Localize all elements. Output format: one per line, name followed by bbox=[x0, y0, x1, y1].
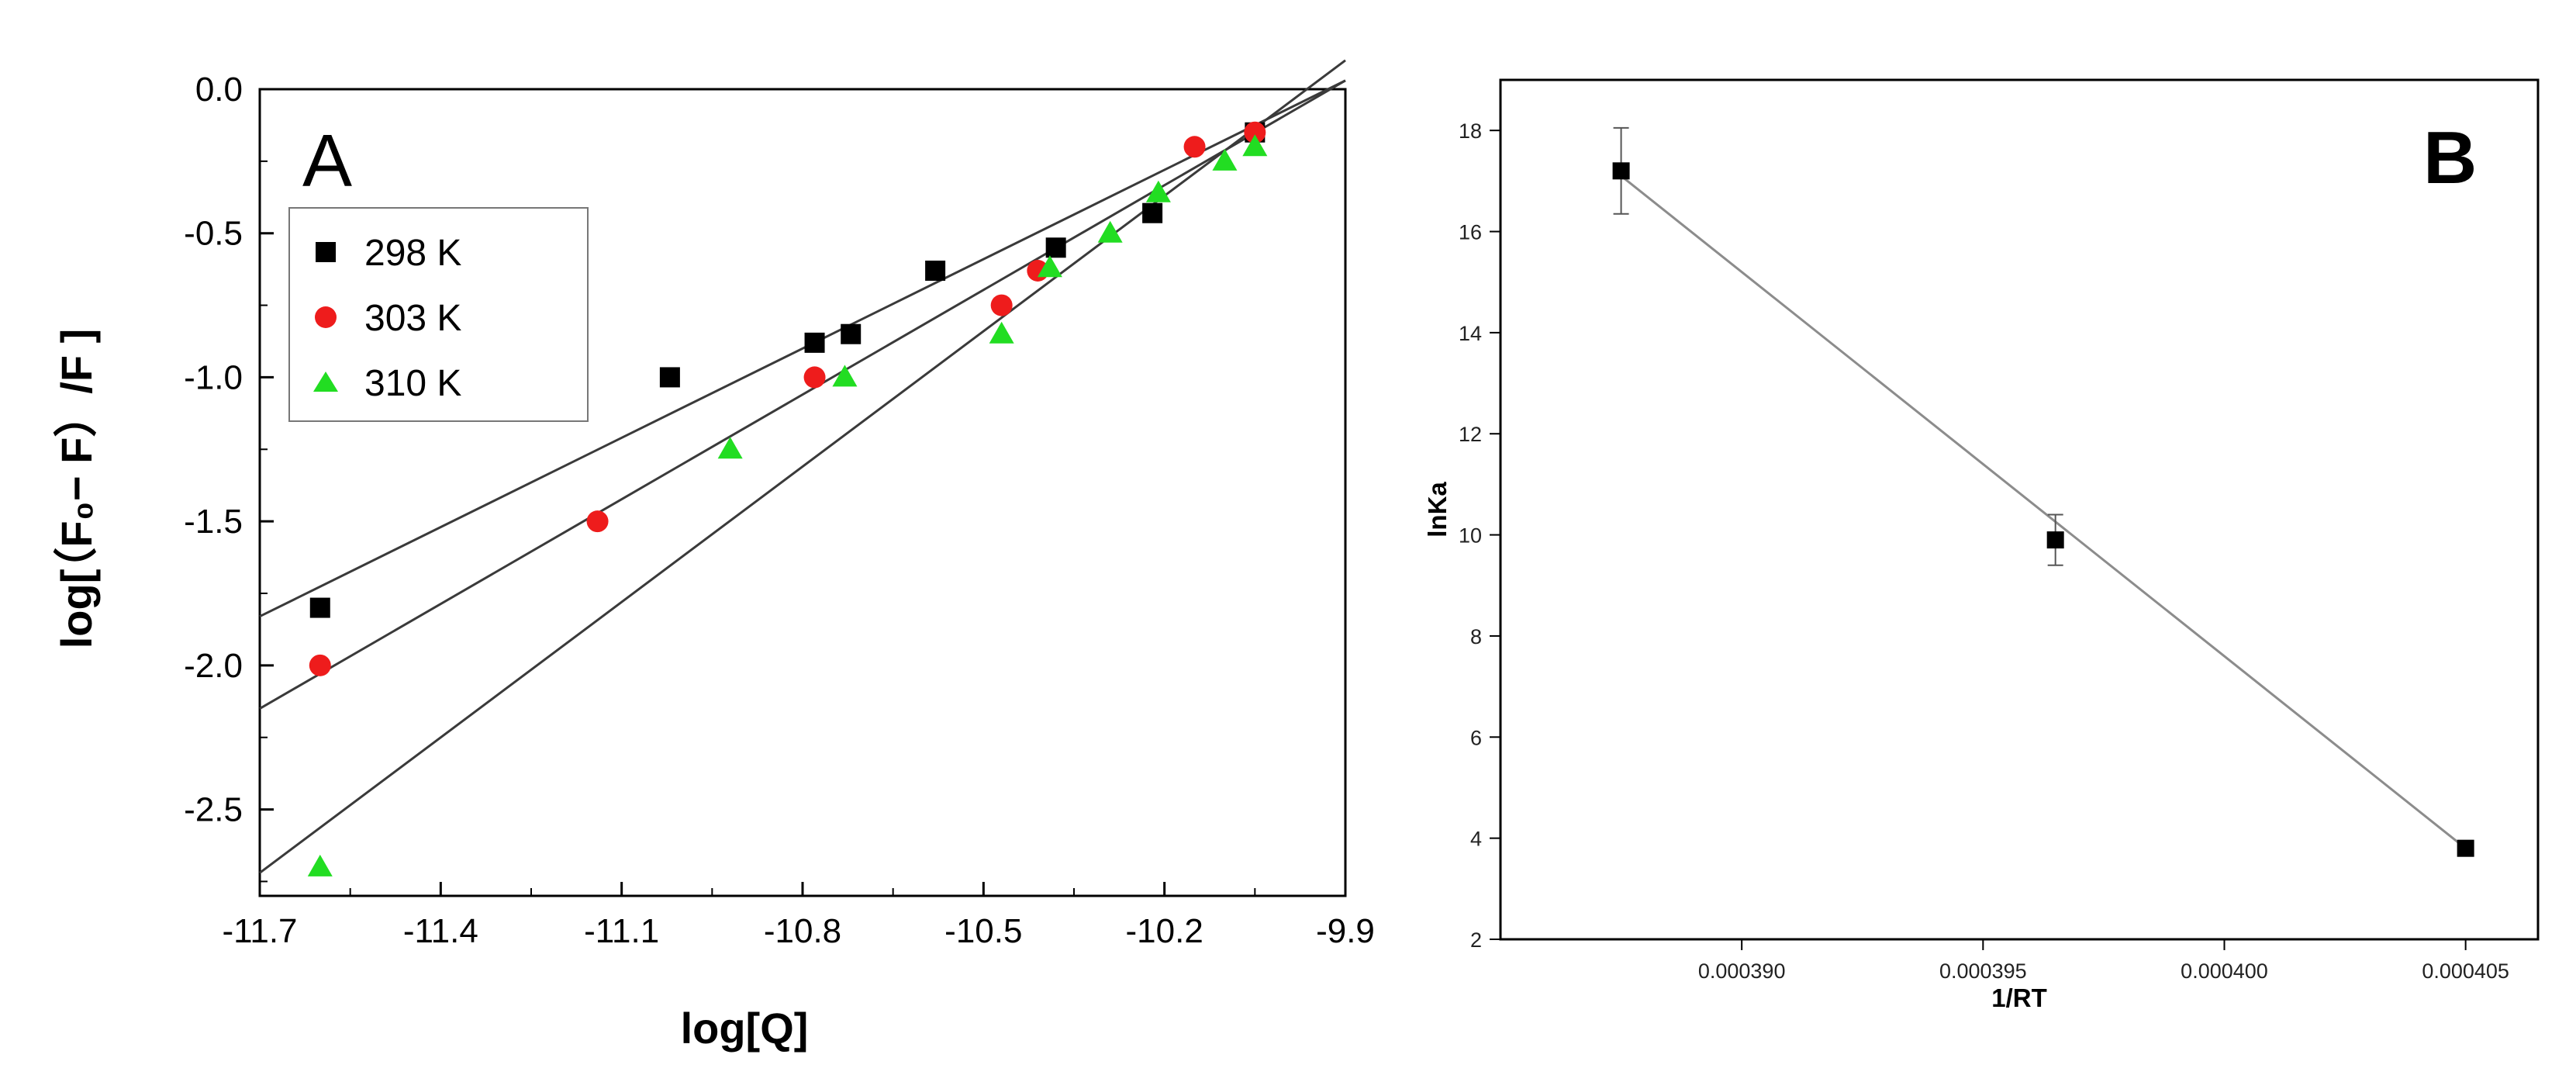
chart-b-y-tick-label: 10 bbox=[1459, 524, 1482, 548]
point-303k bbox=[990, 294, 1013, 316]
chart-a-y-tick-label: -2.0 bbox=[184, 647, 243, 685]
chart-b-y-axis-label: lnKa bbox=[1423, 482, 1452, 538]
chart-a-ticks: -11.7 -11.4 -11.1 -10.8 -10.5 -10.2 -9.9 0.0 -0.… bbox=[184, 71, 1375, 950]
chart-b-y-tick-label: 18 bbox=[1459, 119, 1482, 143]
chart-a-y-tick-label: -1.0 bbox=[184, 358, 243, 396]
chart-a-fit-lines bbox=[259, 59, 1346, 874]
chart-b-x-tick-label: 0.000390 bbox=[1698, 959, 1786, 983]
legend-310k-marker bbox=[313, 372, 338, 392]
chart-b-y-tick-label: 6 bbox=[1470, 726, 1482, 749]
chart-b-point bbox=[2046, 531, 2064, 549]
chart-a-y-tick-label: -2.5 bbox=[184, 791, 243, 829]
point-310k bbox=[717, 437, 743, 459]
chart-a-y-tick-label: -0.5 bbox=[184, 215, 243, 253]
chart-b-y-tick-label: 16 bbox=[1459, 221, 1482, 244]
point-298k bbox=[1045, 237, 1066, 258]
legend-303k-marker bbox=[315, 306, 337, 328]
point-298k bbox=[1142, 202, 1163, 223]
point-310k bbox=[832, 365, 858, 387]
chart-b-data-points bbox=[1612, 126, 2474, 857]
chart-b-plot-frame bbox=[1499, 78, 2540, 941]
point-298k bbox=[309, 597, 330, 618]
chart-a-x-tick-label: -11.7 bbox=[222, 912, 297, 950]
chart-b-x-axis-label: 1/RT bbox=[1991, 984, 2047, 1012]
chart-a-x-tick-label: -9.9 bbox=[1316, 912, 1375, 950]
chart-b-point bbox=[2457, 839, 2474, 857]
chart-a-x-tick-label: -11.4 bbox=[403, 912, 478, 950]
fit-line-310k bbox=[259, 59, 1346, 874]
point-310k bbox=[1242, 134, 1268, 157]
chart-b-x-tick-label: 0.000400 bbox=[2181, 959, 2268, 983]
point-298k bbox=[925, 261, 946, 281]
point-303k bbox=[309, 654, 331, 676]
chart-a-x-tick-label: -11.1 bbox=[584, 912, 659, 950]
chart-b-y-tick-label: 4 bbox=[1470, 828, 1482, 851]
point-298k bbox=[841, 323, 862, 344]
fit-line-303k bbox=[259, 79, 1346, 710]
chart-b-x-tick-label: 0.000395 bbox=[1939, 959, 2027, 983]
fit-line-298k bbox=[259, 79, 1346, 618]
chart-a-x-axis-label: log[Q] bbox=[681, 1004, 809, 1053]
point-303k bbox=[586, 510, 609, 533]
chart-a-legend-box bbox=[288, 207, 589, 422]
chart-b-y-tick-label: 8 bbox=[1470, 625, 1482, 648]
chart-a-data-points bbox=[307, 121, 1268, 876]
chart-a-y-axis-label: log[（F₀− F）/F ] bbox=[52, 329, 101, 649]
point-310k bbox=[1145, 180, 1171, 202]
point-303k bbox=[1244, 121, 1266, 143]
chart-b-fit-line-segment bbox=[1620, 175, 2467, 849]
chart-b-point bbox=[1612, 162, 1630, 180]
chart-b-ticks: 0.000390 0.000395 0.000400 0.000405 2 4 6 8 10 12… bbox=[1459, 119, 2509, 983]
chart-b-y-tick-label: 2 bbox=[1470, 928, 1482, 952]
legend-298k-marker bbox=[316, 242, 336, 262]
chart-a-y-tick-label: 0.0 bbox=[195, 71, 243, 109]
point-310k bbox=[1037, 255, 1062, 278]
point-310k bbox=[989, 321, 1014, 344]
legend-298k-label: 298 K bbox=[364, 233, 461, 274]
chart-a: -11.7 -11.4 -11.1 -10.8 -10.5 -10.2 -9.9 0.0 -0.… bbox=[52, 59, 1375, 1053]
point-303k bbox=[1183, 136, 1206, 158]
chart-a-panel-letter: A bbox=[302, 119, 352, 202]
chart-b-x-tick-label: 0.000405 bbox=[2422, 959, 2509, 983]
chart-a-y-tick-label: -1.5 bbox=[184, 503, 243, 541]
chart-b: 0.000390 0.000395 0.000400 0.000405 2 4 6 8 10 12… bbox=[1423, 78, 2540, 1012]
point-310k bbox=[1097, 220, 1123, 243]
point-298k bbox=[804, 332, 825, 353]
legend-310k-label: 310 K bbox=[364, 363, 461, 404]
chart-b-panel-letter: B bbox=[2423, 116, 2477, 199]
chart-a-x-tick-label: -10.5 bbox=[944, 912, 1022, 950]
point-303k bbox=[803, 366, 826, 389]
point-298k bbox=[659, 367, 680, 388]
chart-b-fit-line bbox=[1620, 175, 2467, 849]
point-310k bbox=[307, 854, 333, 876]
chart-b-y-tick-label: 14 bbox=[1459, 322, 1482, 345]
legend-303k-label: 303 K bbox=[364, 298, 461, 339]
chart-a-legend: 298 K 303 K 310 K bbox=[288, 207, 589, 422]
point-310k bbox=[1212, 148, 1238, 171]
chart-b-y-tick-label: 12 bbox=[1459, 423, 1482, 446]
chart-a-x-tick-label: -10.2 bbox=[1126, 912, 1203, 950]
chart-a-x-tick-label: -10.8 bbox=[764, 912, 841, 950]
